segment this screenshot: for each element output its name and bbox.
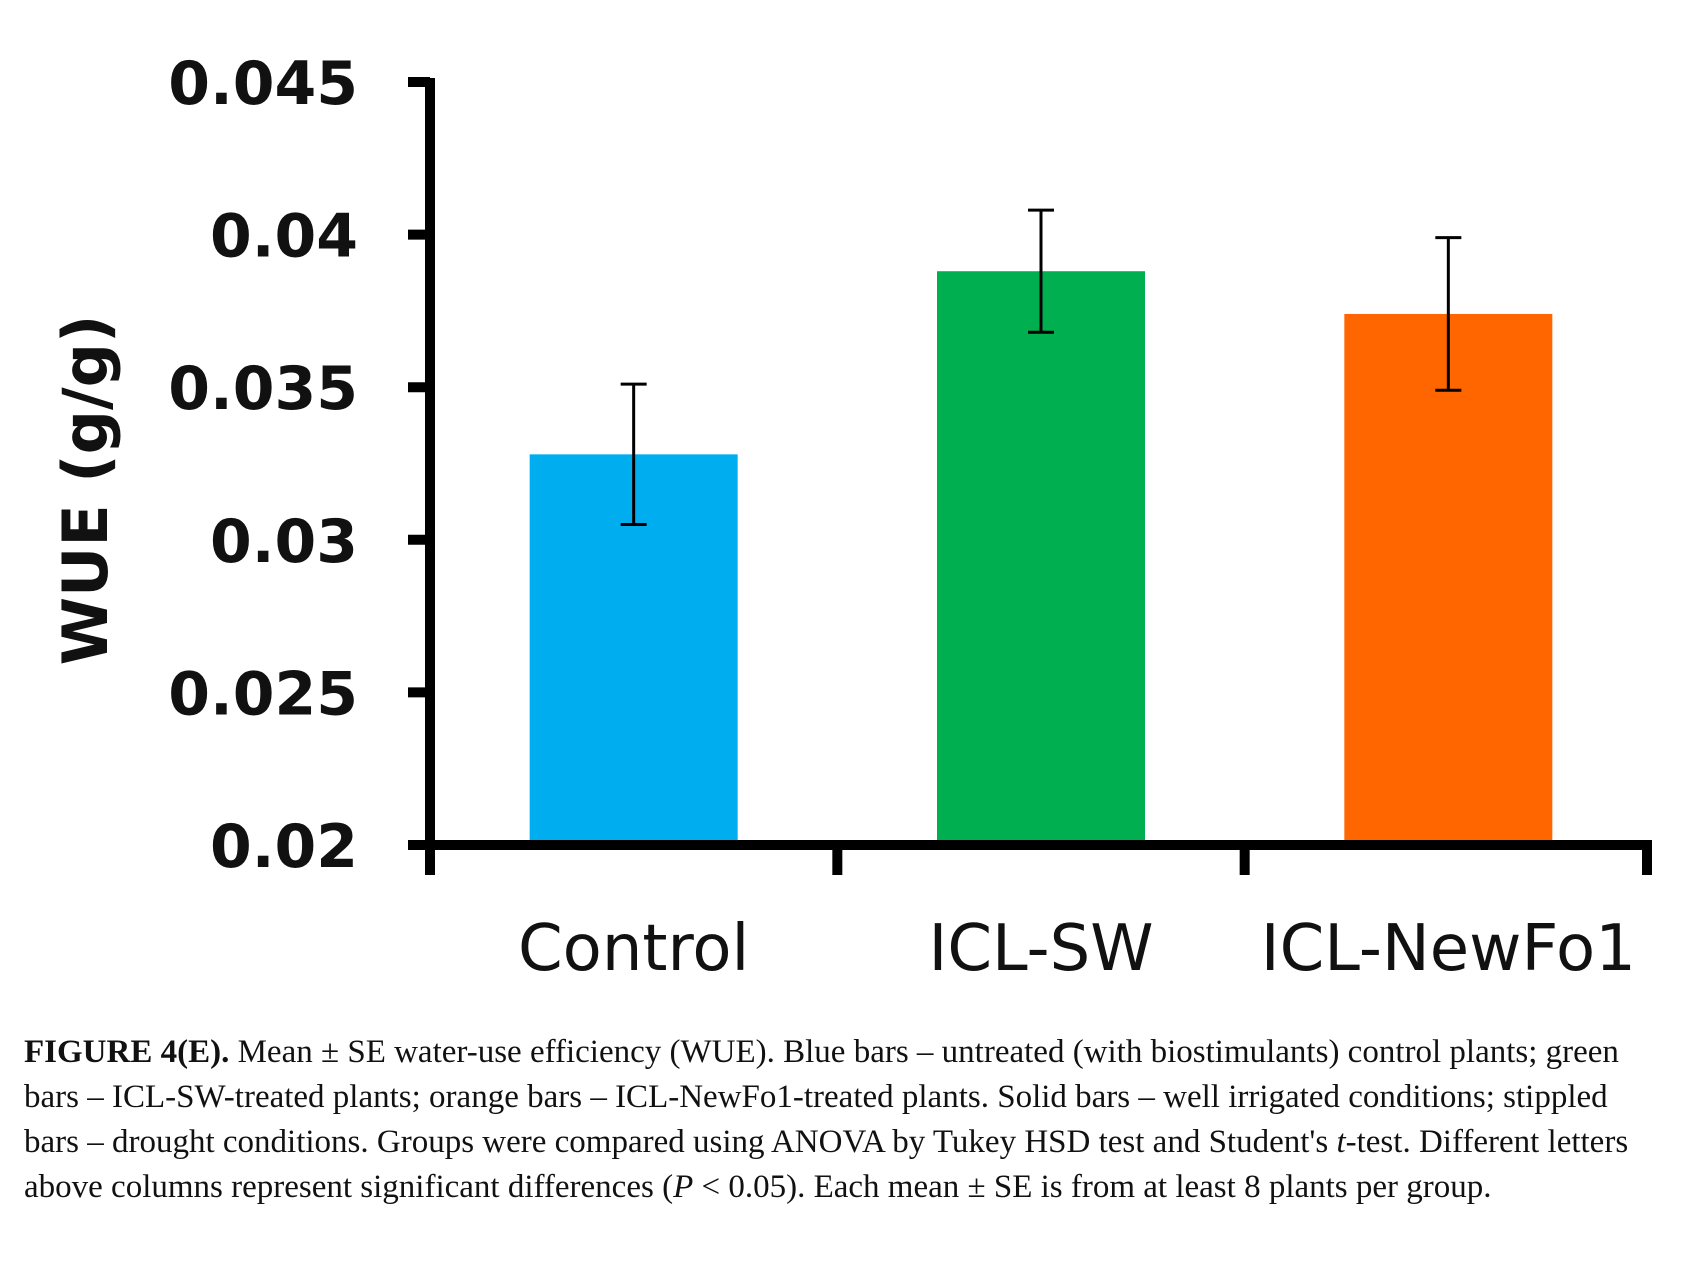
bars [529,271,1553,840]
y-tick-label: 0.045 [168,49,358,119]
y-tick-label: 0.035 [168,354,358,424]
y-tick-labels: 0.02 0.025 0.03 0.035 0.04 0.045 [168,49,358,882]
bar [937,271,1145,840]
category-label: ICL-NewFo1 [1261,912,1636,986]
wue-bar-chart: 0.02 0.025 0.03 0.035 0.04 0.045 Control ICL-S… [49,49,1652,986]
caption-text-3: < 0.05). Each mean ± SE is from at least… [693,1169,1492,1205]
y-axis-title: WUE (g/g) [49,315,122,666]
y-tick-label: 0.03 [210,507,358,577]
y-tick-label: 0.025 [168,659,358,729]
x-tick-marks [832,845,1652,875]
figure-caption: FIGURE 4(E). Mean ± SE water-use efficie… [24,1030,1664,1210]
bar [1344,313,1553,840]
category-labels: Control ICL-SW ICL-NewFo1 [518,912,1636,986]
caption-label: FIGURE 4(E). [24,1034,230,1070]
y-tick-label: 0.02 [210,812,358,882]
category-label: Control [518,912,749,986]
y-tick-label: 0.04 [210,202,358,272]
caption-text-2: -test. Different letters above columns r… [24,1124,1629,1205]
caption-p-italic: P [673,1169,694,1205]
error-bars [620,208,1462,527]
category-label: ICL-SW [928,912,1153,986]
caption-t-italic: t [1336,1124,1346,1160]
caption-text-1: Mean ± SE water-use efficiency (WUE). Bl… [24,1034,1619,1160]
